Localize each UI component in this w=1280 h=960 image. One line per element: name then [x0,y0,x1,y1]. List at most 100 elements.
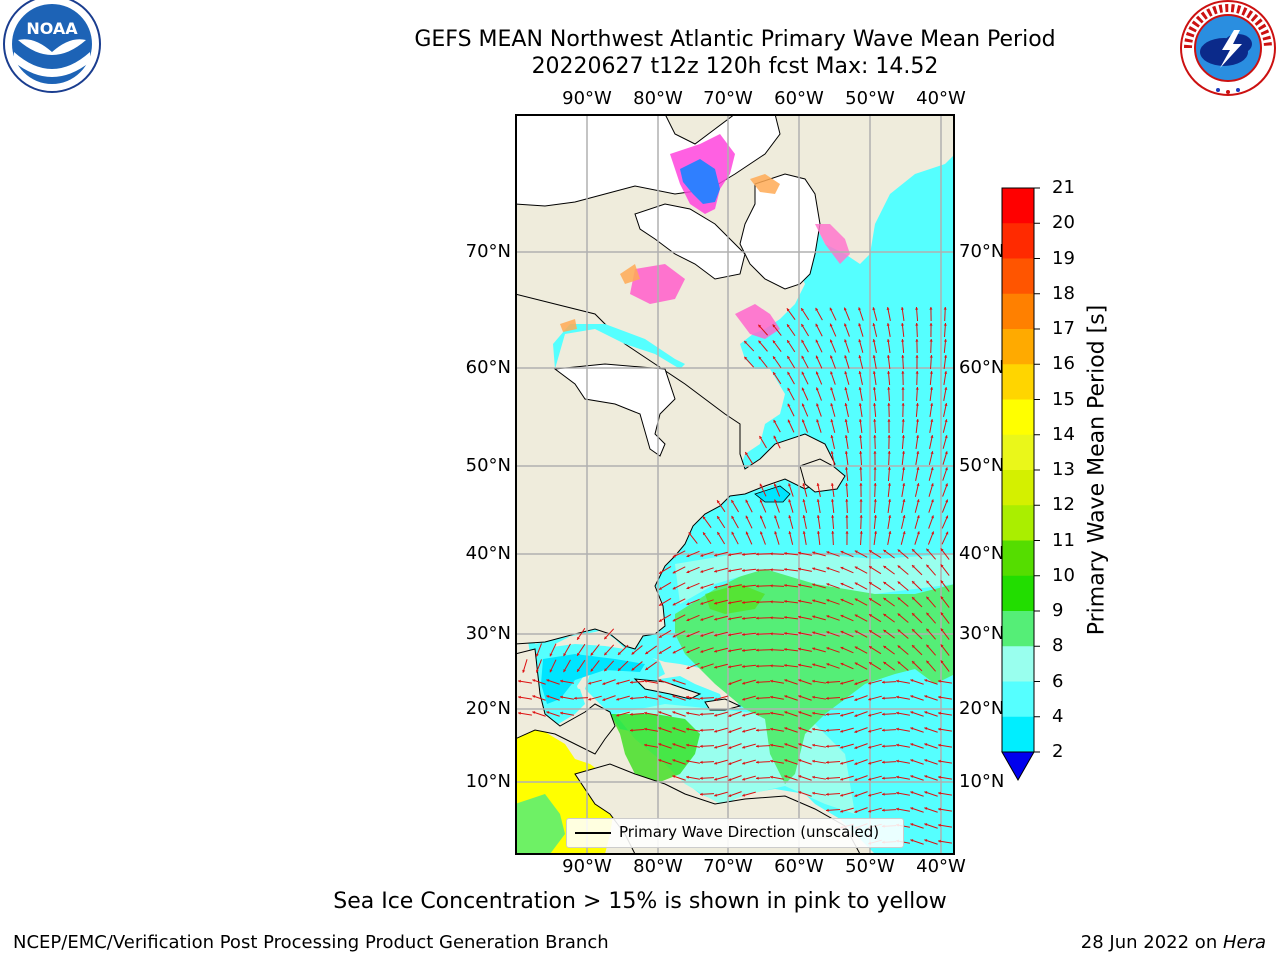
wave-direction-arrowhead [759,435,763,439]
wave-direction-arrowhead [910,791,914,795]
colorbar-segment [1002,223,1034,259]
wave-direction-arrowhead [900,323,905,326]
wave-direction-arrowhead [915,419,920,422]
wave-direction-arrowhead [840,598,844,602]
wave-direction-arrowhead [812,759,815,763]
wave-direction-arrowhead [658,586,662,590]
wave-direction-arrowhead [901,371,905,374]
wave-direction-arrowhead [930,387,934,390]
wave-direction-arrowhead [830,483,834,486]
wave-direction-arrowhead [926,628,930,632]
wave-direction-arrowhead [854,810,858,813]
wave-direction-arrowhead [630,712,633,716]
wave-direction-arrowhead [756,600,759,604]
colorbar-tick-label: 12 [1052,494,1075,516]
wave-direction-arrowhead [773,356,776,360]
wave-direction-arrowhead [915,403,919,406]
wave-direction-arrowhead [770,759,773,763]
wave-direction-arrowhead [631,651,635,655]
colorbar-segment [1002,470,1034,506]
wave-direction-arrowhead [644,679,647,683]
wave-direction-arrowhead [563,653,567,657]
wave-direction-arrowhead [788,499,792,503]
wave-direction-arrowhead [840,630,844,634]
wave-direction-arrowhead [901,339,905,342]
wave-direction-arrowhead [896,759,899,763]
wave-direction-arrowhead [940,612,944,616]
wave-direction-arrowhead [658,650,662,654]
wave-direction-arrowhead [616,681,620,685]
wave-direction-arrowhead [728,746,732,749]
wave-direction-arrowhead [700,585,704,589]
wave-direction-arrowhead [924,679,928,683]
wave-direction-arrowhead [902,515,906,519]
wave-direction-arrowhead [773,372,776,376]
wave-direction-arrowhead [745,515,749,519]
wave-direction-arrowhead [896,807,899,811]
wave-direction-arrowhead [912,581,915,584]
wave-direction-arrowhead [644,743,647,747]
lat-label-left: 50°N [465,455,511,476]
wave-direction-arrowhead [717,500,720,504]
wave-direction-arrowhead [784,583,787,588]
wave-direction-arrowhead [816,499,820,502]
colorbar-segment [1002,364,1034,400]
wave-direction-arrowhead [546,679,550,683]
wave-direction-arrowhead [896,679,899,683]
wave-direction-arrowhead [602,698,606,701]
wave-direction-arrowhead [546,695,550,699]
wave-direction-arrowhead [844,371,848,375]
wave-direction-arrowhead [812,743,815,747]
wave-direction-arrowhead [872,339,876,342]
wave-direction-arrowhead [770,711,773,715]
wave-direction-arrowhead [886,355,891,358]
wave-direction-arrowhead [844,387,848,391]
period-9-10-band [675,566,955,784]
wave-direction-arrowhead [604,636,608,640]
noaa-logo: NOAA [3,0,101,93]
wave-direction-arrowhead [896,711,899,715]
wave-direction-arrowhead [826,696,829,700]
wave-direction-arrowhead [830,499,835,502]
wave-direction-arrowhead [840,681,844,685]
wave-direction-arrowhead [829,307,833,311]
wave-direction-arrowhead [859,499,863,502]
wave-direction-arrowhead [845,531,849,534]
wave-direction-arrowhead [616,697,620,701]
wave-direction-arrowhead [630,696,633,700]
map-legend: Primary Wave Direction (unscaled) [566,818,904,848]
wave-direction-arrowhead [672,554,676,558]
wave-direction-arrowhead [532,711,536,715]
wave-direction-arrowhead [843,307,847,311]
wave-direction-arrowhead [931,515,934,519]
wave-direction-arrowhead [774,531,778,535]
wave-direction-arrowhead [658,759,662,763]
wave-direction-arrowhead [700,601,704,605]
wave-direction-arrowhead [728,682,732,685]
greenland-land [739,173,821,290]
sea-ice-caption: Sea Ice Concentration > 15% is shown in … [333,889,947,914]
wave-direction-arrowhead [812,775,815,779]
wave-direction-arrowhead [858,307,862,311]
wave-direction-arrowhead [902,499,906,502]
wave-direction-arrowhead [868,777,872,781]
colorbar-tick-label: 11 [1052,529,1075,551]
wave-direction-arrowhead [590,668,594,672]
wave-direction-arrowhead [518,679,521,683]
wave-direction-arrowhead [770,616,773,620]
wave-direction-arrowhead [784,615,787,620]
wave-direction-arrowhead [868,761,872,765]
wave-direction-arrowhead [854,762,858,765]
wave-direction-arrowhead [672,634,676,638]
wave-direction-arrowhead [801,339,805,343]
wave-direction-arrowhead [897,549,901,553]
wave-direction-arrowhead [845,483,849,486]
wave-direction-arrowhead [930,419,934,422]
wave-direction-arrowhead [872,355,876,358]
wave-direction-arrowhead [816,403,819,407]
wave-direction-arrowhead [816,483,820,486]
wave-direction-arrowhead [874,531,878,534]
wave-direction-arrowhead [830,435,834,439]
lat-label-right: 50°N [959,455,1005,476]
wave-direction-arrowhead [728,585,731,589]
